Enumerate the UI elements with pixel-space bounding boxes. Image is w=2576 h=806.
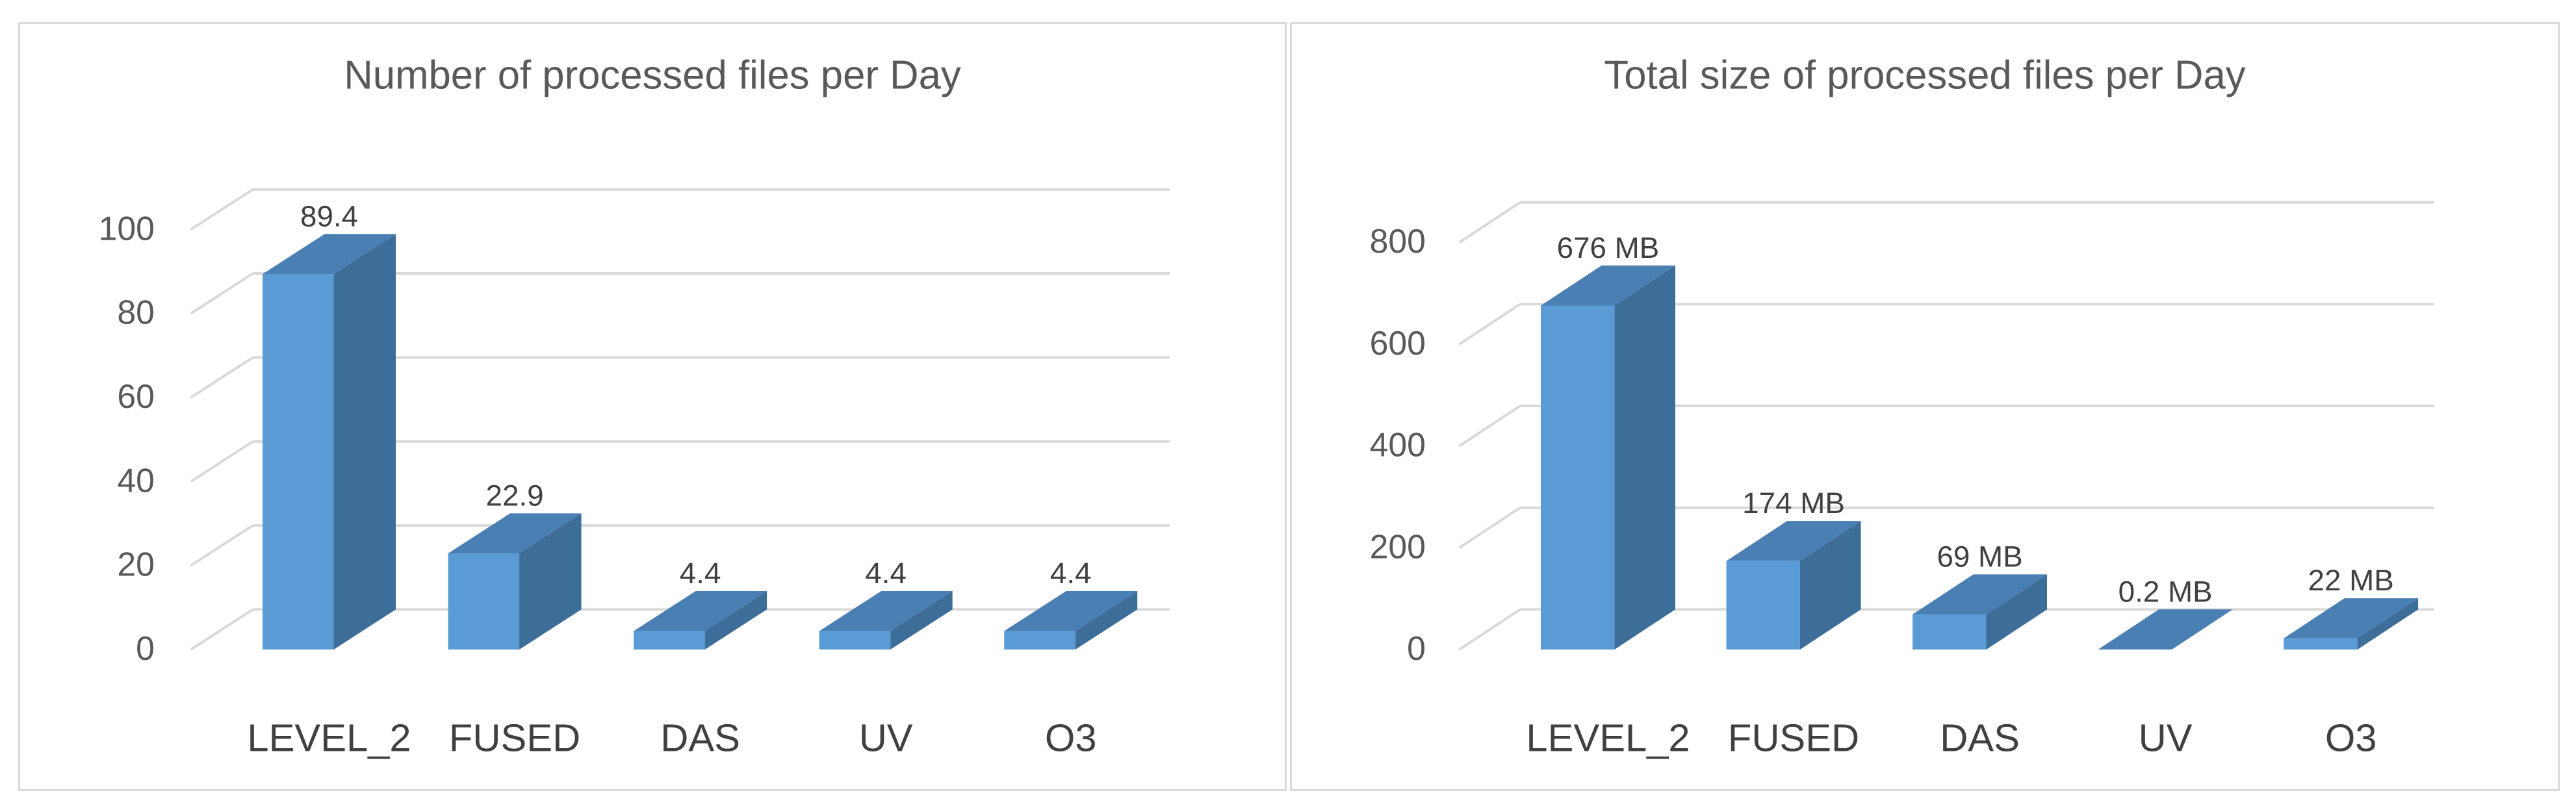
bar-front	[1004, 631, 1075, 650]
gridline-diagonal	[1458, 507, 1521, 549]
data-label: 22 MB	[2308, 564, 2394, 597]
chart-panel-files: Number of processed files per Day 0 20 40 6…	[18, 22, 1287, 791]
gridline-diagonal	[190, 356, 254, 399]
y-tick-label: 800	[1370, 222, 1426, 260]
gridline-diagonal	[190, 440, 254, 483]
bar	[2098, 609, 2233, 650]
gridline-diagonal	[1458, 405, 1521, 447]
y-tick-label: 20	[117, 546, 155, 583]
category-label: UV	[859, 716, 913, 759]
data-label: 4.4	[680, 557, 721, 590]
bar-front	[634, 631, 705, 650]
bar	[263, 234, 396, 650]
data-label: 22.9	[486, 479, 544, 512]
category-label: DAS	[660, 716, 740, 759]
data-labels: 89.4 22.9 4.4 4.4 4.4	[300, 199, 1092, 590]
category-label: O3	[1045, 716, 1097, 759]
gridline-diagonal	[1458, 303, 1521, 346]
bar	[634, 590, 767, 650]
chart-title: Number of processed files per Day	[344, 53, 961, 97]
y-tick-label: 40	[117, 461, 155, 499]
data-labels: 676 MB 174 MB 69 MB 0.2 MB 22 MB	[1557, 231, 2394, 608]
data-label: 4.4	[865, 557, 907, 590]
y-tick-label: 80	[117, 294, 155, 331]
bar-side	[2357, 598, 2419, 650]
bar-side	[1799, 521, 1861, 650]
gridline-diagonal	[190, 188, 254, 231]
y-tick-label: 0	[1407, 629, 1426, 667]
data-label: 676 MB	[1557, 231, 1660, 264]
data-label: 0.2 MB	[2119, 575, 2213, 608]
category-label: FUSED	[1728, 716, 1859, 759]
bar	[448, 513, 582, 650]
bar-top	[263, 234, 396, 274]
gridline-diagonal	[1458, 608, 1521, 651]
bar-side	[2172, 609, 2233, 650]
bar-side	[1614, 265, 1675, 650]
data-label: 69 MB	[1937, 540, 2022, 573]
bar-top	[1913, 574, 2048, 615]
bar-top	[1541, 265, 1675, 306]
bars	[263, 234, 1138, 650]
bar-top	[448, 513, 582, 553]
gridline-diagonal	[190, 524, 254, 567]
y-axis-ticks: 0 200 400 600 800	[1370, 222, 1426, 667]
gridlines	[190, 188, 1170, 651]
bar-front	[1726, 560, 1800, 650]
bars	[1541, 265, 2419, 650]
y-tick-label: 100	[99, 209, 155, 247]
bar-front	[2284, 638, 2358, 650]
bar	[2284, 598, 2419, 650]
gridline-diagonal	[1458, 201, 1521, 244]
y-tick-label: 400	[1370, 426, 1426, 464]
bar	[819, 590, 953, 650]
data-label: 4.4	[1050, 557, 1092, 590]
category-label: DAS	[1940, 716, 2020, 759]
category-label: FUSED	[449, 716, 580, 759]
data-label: 174 MB	[1742, 486, 1845, 520]
gridline-diagonal	[190, 608, 254, 651]
bar-top	[2284, 598, 2419, 638]
bar-side	[704, 590, 767, 650]
bar	[1913, 574, 2048, 650]
chart-size-per-day: Total size of processed files per Day 0 2…	[1370, 53, 2435, 759]
bar-front	[263, 273, 334, 650]
y-tick-label: 0	[136, 629, 155, 667]
bar	[1726, 521, 1861, 650]
bar-side	[519, 513, 582, 650]
y-axis-ticks: 0 20 40 60 80 100	[99, 209, 155, 667]
chart-files-per-day: Number of processed files per Day 0 20 40 6…	[99, 53, 1170, 759]
category-label: O3	[2325, 716, 2377, 759]
bar-side	[890, 590, 953, 650]
bar-front	[1541, 305, 1615, 650]
category-label: LEVEL_2	[247, 716, 411, 759]
bar-top	[1726, 521, 1861, 561]
x-axis-categories: LEVEL_2 FUSED DAS UV O3	[1526, 716, 2376, 759]
data-label: 89.4	[300, 199, 358, 233]
bar-side	[333, 234, 396, 650]
bar-side	[1075, 590, 1138, 650]
bar-top	[2098, 609, 2233, 649]
bar-front	[448, 553, 520, 650]
bar-front	[1913, 614, 1987, 650]
y-tick-label: 600	[1370, 324, 1426, 362]
bar-side	[1986, 574, 2048, 650]
chart-title: Total size of processed files per Day	[1604, 53, 2245, 97]
gridline-diagonal	[190, 272, 254, 315]
category-label: LEVEL_2	[1526, 716, 1690, 759]
x-axis-categories: LEVEL_2 FUSED DAS UV O3	[247, 716, 1096, 759]
chart-panel-size: Total size of processed files per Day 0 2…	[1290, 22, 2560, 791]
y-tick-label: 200	[1370, 527, 1426, 565]
bar-top	[634, 590, 767, 631]
bar	[1541, 265, 1675, 650]
bar-top	[1004, 590, 1138, 631]
bar-top	[819, 590, 953, 631]
category-label: UV	[2139, 716, 2193, 759]
bar-front	[819, 631, 891, 650]
bar	[1004, 590, 1138, 650]
y-tick-label: 60	[117, 377, 155, 415]
